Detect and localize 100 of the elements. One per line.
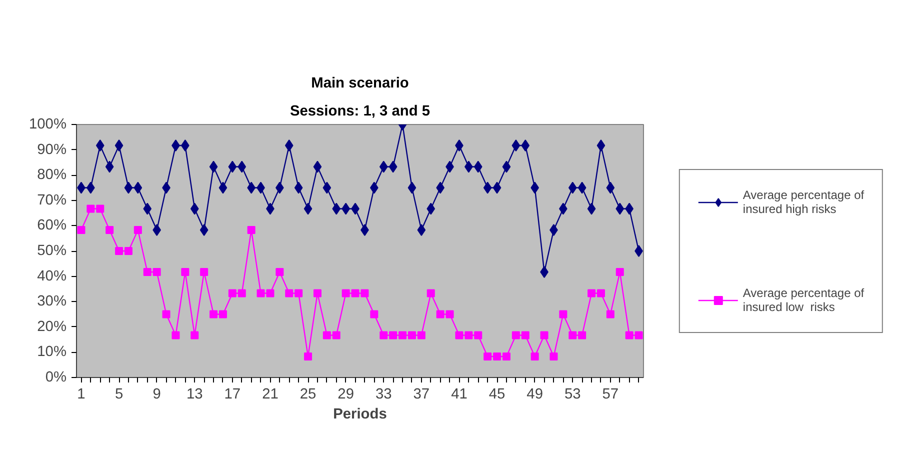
point: [181, 268, 190, 276]
x-tick-label: 9: [152, 386, 161, 402]
point: [134, 226, 142, 234]
x-tick-label: 53: [564, 386, 581, 402]
point: [322, 182, 332, 194]
point: [238, 160, 246, 173]
point: [596, 289, 605, 298]
point: [464, 331, 473, 340]
point: [96, 140, 104, 152]
point: [606, 310, 614, 318]
x-tick-label: 29: [338, 386, 354, 402]
point: [304, 352, 312, 360]
point: [483, 182, 492, 194]
point: [284, 140, 294, 152]
point: [634, 245, 643, 257]
point: [96, 204, 104, 213]
y-tick-label: 20%: [37, 318, 67, 335]
point: [294, 289, 303, 298]
point: [152, 224, 161, 236]
point: [172, 331, 180, 340]
point: [559, 310, 568, 318]
point: [332, 331, 340, 340]
x-tick-label: 17: [224, 386, 241, 402]
x-tick-label: 45: [488, 386, 506, 402]
point: [568, 331, 577, 340]
point: [502, 160, 511, 173]
point: [134, 182, 142, 194]
point: [247, 226, 256, 234]
x-tick-label: 41: [451, 386, 468, 402]
point: [152, 268, 161, 276]
point: [616, 202, 624, 215]
point: [77, 226, 86, 234]
point: [408, 182, 416, 194]
point: [380, 331, 388, 340]
point: [228, 160, 237, 173]
point: [200, 224, 208, 236]
point: [484, 352, 492, 360]
point: [200, 268, 208, 276]
chart-title: Main scenario: [311, 76, 409, 92]
point: [370, 310, 378, 318]
point: [276, 268, 284, 276]
point: [143, 202, 152, 215]
y-tick-label: 100%: [29, 116, 67, 132]
point: [587, 202, 596, 215]
point: [568, 182, 577, 194]
x-tick-label: 37: [413, 386, 430, 402]
point: [172, 140, 180, 152]
point: [493, 352, 502, 360]
y-tick-label: 60%: [37, 218, 67, 234]
point: [285, 289, 294, 298]
point: [530, 352, 539, 360]
point: [351, 289, 360, 298]
point: [634, 331, 643, 340]
point: [436, 310, 444, 318]
x-tick-label: 21: [262, 386, 278, 402]
point: [294, 182, 303, 194]
point: [540, 331, 548, 340]
point: [106, 226, 114, 234]
point: [455, 331, 464, 340]
point: [304, 202, 312, 215]
point: [417, 331, 426, 340]
y-tick-label: 80%: [37, 167, 67, 184]
y-tick-label: 50%: [37, 243, 67, 259]
x-tick-label: 49: [526, 386, 543, 402]
point: [342, 289, 350, 298]
point: [446, 310, 454, 318]
point: [181, 140, 190, 152]
point: [210, 310, 218, 318]
point: [190, 331, 199, 340]
point: [360, 224, 369, 236]
legend-label: Average percentage of insured low risks: [742, 286, 864, 314]
point: [124, 182, 133, 194]
point: [578, 331, 586, 340]
point: [596, 140, 606, 152]
point: [238, 289, 246, 298]
x-tick-label: 57: [602, 386, 619, 402]
point: [492, 182, 502, 194]
point: [322, 331, 331, 340]
y-tick-label: 30%: [37, 294, 67, 310]
x-tick-label: 13: [186, 386, 203, 402]
point: [114, 140, 124, 152]
point: [209, 160, 218, 173]
point: [426, 289, 435, 298]
point: [426, 202, 436, 215]
y-tick-label: 40%: [37, 268, 67, 284]
point: [389, 331, 398, 340]
x-tick-label: 33: [375, 386, 392, 402]
point: [86, 204, 95, 213]
point: [105, 160, 114, 173]
point: [266, 289, 274, 298]
point: [115, 247, 124, 255]
point: [512, 331, 520, 340]
point: [313, 289, 322, 298]
point: [218, 182, 228, 194]
point: [474, 160, 482, 173]
point: [162, 310, 170, 318]
point: [550, 224, 558, 236]
point: [256, 289, 265, 298]
point: [313, 160, 322, 173]
point: [190, 202, 199, 215]
